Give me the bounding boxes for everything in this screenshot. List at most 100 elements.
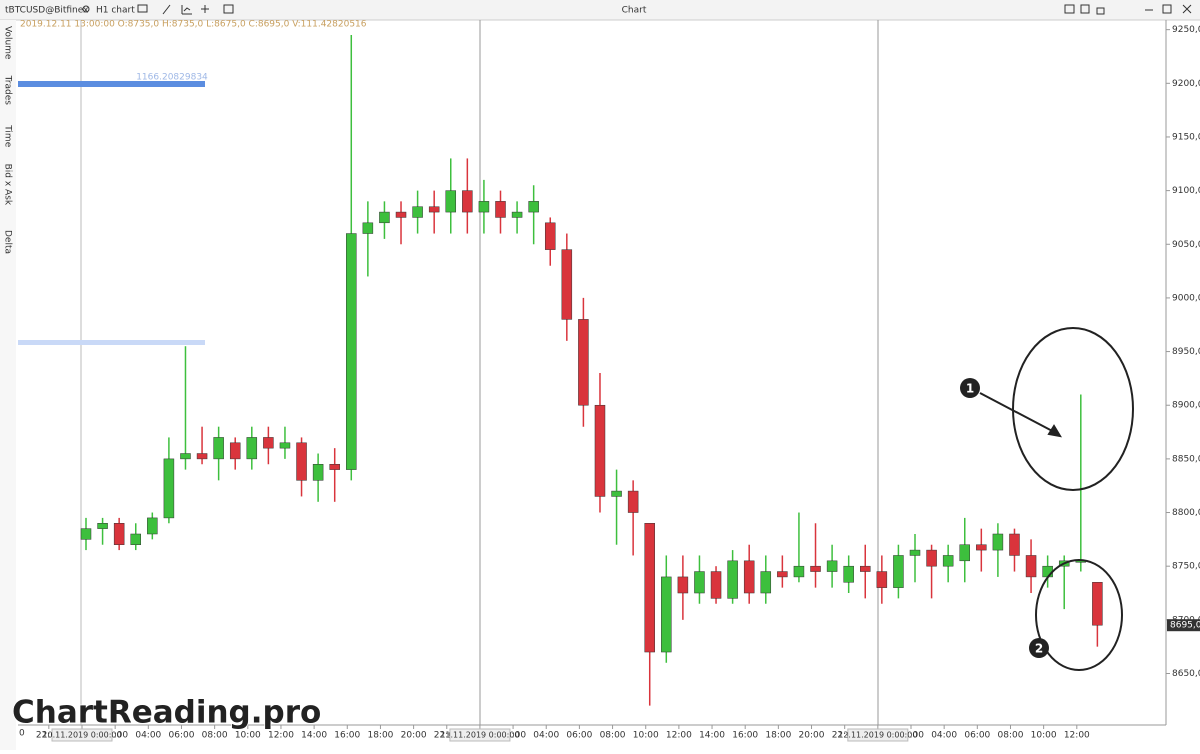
x-tick-label: 06:00: [964, 731, 990, 741]
candle-body: [710, 571, 722, 599]
y-tick-label: 9200,0: [1172, 79, 1200, 89]
candle-body: [163, 458, 175, 519]
y-tick-label: 8750,0: [1172, 562, 1200, 572]
x-tick-label: 12:00: [268, 731, 294, 741]
annotation-arrow: [979, 392, 1059, 435]
x-tick-label: 04:00: [931, 731, 957, 741]
crosshair-icon[interactable]: [201, 5, 209, 13]
profile-label: 1166.20829834: [136, 73, 208, 83]
x-tick-label: 16:00: [334, 731, 360, 741]
candle-body: [793, 565, 805, 578]
x-tick-label: 10:00: [235, 731, 261, 741]
date-label: 10.11.2019 0:00:00: [42, 731, 121, 740]
annotation-number: 1: [966, 382, 974, 396]
profile-axis-label: 0: [19, 729, 25, 739]
candle-body: [992, 533, 1004, 551]
window-icon[interactable]: [223, 4, 234, 14]
x-tick-label: 12:00: [1064, 731, 1090, 741]
candle-body: [561, 249, 573, 320]
candle-body: [727, 560, 738, 599]
candle-body: [495, 201, 506, 218]
candle-body: [346, 233, 357, 470]
candle-body: [362, 222, 374, 234]
window-title: Chart: [622, 6, 647, 16]
candle-body: [296, 442, 307, 481]
candle-body: [627, 490, 639, 513]
candle-body: [113, 523, 125, 545]
candle-body: [428, 206, 440, 213]
candle-body: [578, 319, 589, 406]
candle-body: [80, 528, 92, 540]
candle-body: [594, 404, 606, 497]
candle-body: [329, 463, 340, 470]
chart-type-icon[interactable]: [137, 4, 148, 13]
annotation-ellipse: [1035, 559, 1123, 671]
candle-body: [644, 523, 655, 653]
candle-body: [1025, 555, 1037, 578]
maximize-icon[interactable]: [1162, 4, 1172, 14]
x-tick-label: 06:00: [169, 731, 195, 741]
side-tab[interactable]: Volume: [3, 26, 13, 60]
x-tick-label: 10:00: [633, 731, 659, 741]
annotation-arrowhead: [1047, 424, 1062, 438]
x-tick-label: 22:00: [832, 731, 858, 741]
date-label: 11.11.2019 0:00:00: [440, 731, 519, 740]
candle-body: [810, 565, 821, 572]
lock-icon[interactable]: [1096, 7, 1105, 15]
x-tick-label: 14:00: [699, 731, 725, 741]
candle-body: [196, 453, 208, 460]
screenshot-icon[interactable]: [1064, 4, 1075, 14]
x-tick-label: 22:00: [434, 731, 460, 741]
side-panel: [0, 20, 16, 750]
date-label-bg: [51, 728, 113, 742]
indicator-icon[interactable]: [181, 5, 192, 15]
annotation-shapes: [979, 327, 1134, 671]
candle-body: [926, 549, 937, 567]
candle-body: [412, 206, 423, 218]
candle-body: [1092, 582, 1103, 626]
date-label-bg: [847, 728, 909, 742]
candle-body: [279, 442, 291, 449]
y-tick-label: 9100,0: [1172, 186, 1200, 196]
candle-body: [180, 453, 191, 460]
candle-body: [511, 211, 523, 218]
candle-body: [760, 571, 772, 594]
x-tick-label: 18:00: [367, 731, 393, 741]
y-tick-label: 9050,0: [1172, 240, 1200, 250]
x-tick-label: 22:00: [36, 731, 62, 741]
side-tab[interactable]: Bid x Ask: [3, 164, 13, 206]
search-icon[interactable]: [82, 5, 90, 13]
y-tick-label: 9250,0: [1172, 25, 1200, 35]
last-price-marker: [1167, 619, 1200, 632]
draw-icon[interactable]: [162, 4, 171, 15]
candle-body: [826, 560, 838, 572]
copy-icon[interactable]: [1080, 4, 1090, 14]
candle-body: [263, 437, 274, 449]
candle-body: [229, 442, 241, 460]
candle-body: [1009, 533, 1020, 556]
candle-body: [677, 576, 689, 594]
candle-body: [147, 517, 158, 535]
candle-body: [843, 565, 854, 583]
candle-body: [528, 201, 539, 213]
symbol[interactable]: tBTCUSD@Bitfinex: [5, 6, 89, 16]
side-tab[interactable]: Trades: [3, 75, 13, 106]
side-tab[interactable]: Time: [3, 124, 13, 147]
x-tick-label: 18:00: [765, 731, 791, 741]
annotation-badge: [960, 378, 980, 398]
candle-body: [478, 201, 490, 213]
annotation-number: 2: [1035, 642, 1043, 656]
timeframe[interactable]: H1 chart: [96, 6, 135, 16]
side-tab[interactable]: Delta: [3, 230, 13, 254]
watermark: ChartReading.pro: [12, 695, 321, 731]
x-tick-label: 06:00: [566, 731, 592, 741]
y-tick-label: 8650,0: [1172, 669, 1200, 679]
y-tick-label: 8900,0: [1172, 401, 1200, 411]
x-tick-label: 08:00: [202, 731, 228, 741]
close-icon[interactable]: [1182, 4, 1192, 14]
candle-body: [860, 565, 871, 572]
y-tick-label: 9000,0: [1172, 293, 1200, 303]
side-tabs: Volume Trades Time Bid x Ask Delta: [3, 26, 13, 254]
candle-body: [544, 222, 556, 250]
